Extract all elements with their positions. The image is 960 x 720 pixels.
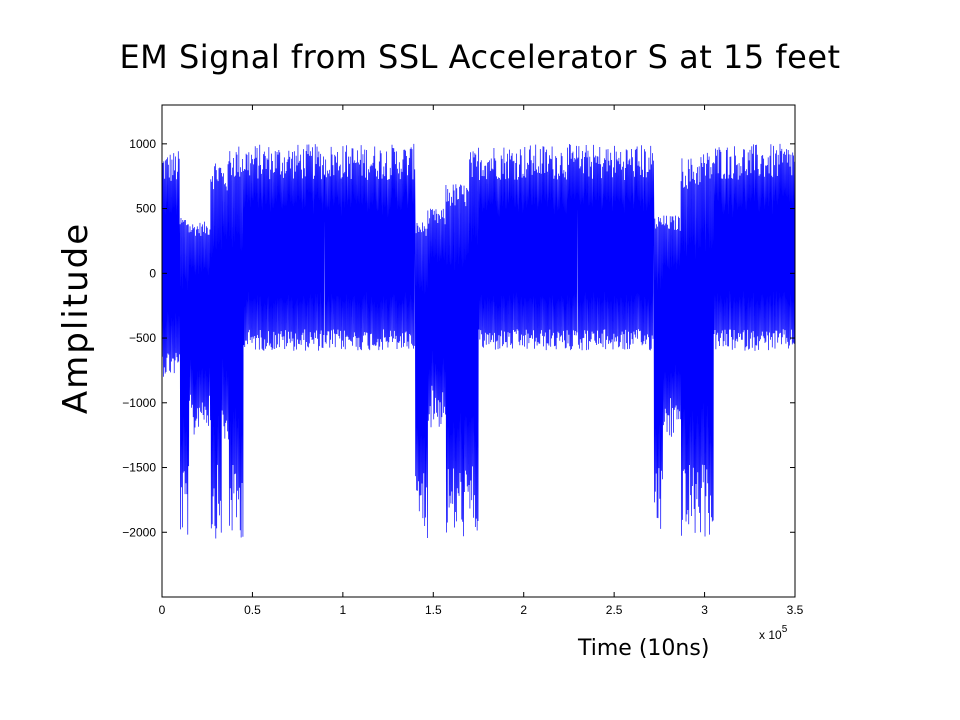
y-tick-label: 500: [136, 202, 156, 216]
x-tick-label: 3: [701, 603, 708, 617]
x-tick-label: 0.5: [244, 603, 261, 617]
x-tick-label: 3.5: [787, 603, 804, 617]
axes-frame: [161, 104, 796, 598]
x-axis-label: Time (10ns): [578, 636, 710, 661]
axes-layer: 0 0.5 1 1.5 2 2.5 3 3.5 1000 500 0 −500 −1000 −1500 −2…: [122, 104, 804, 642]
series-layer: [161, 143, 795, 539]
series-line-0: [161, 143, 795, 539]
y-tick-label: 1000: [129, 137, 156, 151]
y-tick-label: −1500: [122, 461, 156, 475]
x-tick-label: 1.5: [425, 603, 442, 617]
x-tick-label: 0: [159, 603, 166, 617]
y-tick-label: −2000: [122, 525, 156, 539]
y-tick-label: −1000: [122, 396, 156, 410]
y-tick-label: 0: [149, 266, 156, 280]
chart-title: EM Signal from SSL Accelerator S at 15 f…: [119, 38, 841, 76]
y-tick-label: −500: [129, 331, 156, 345]
x-tick-label: 2.5: [606, 603, 623, 617]
x-scale-multiplier: x 105: [759, 624, 788, 642]
x-tick-label: 1: [340, 603, 347, 617]
x-tick-label: 2: [520, 603, 527, 617]
